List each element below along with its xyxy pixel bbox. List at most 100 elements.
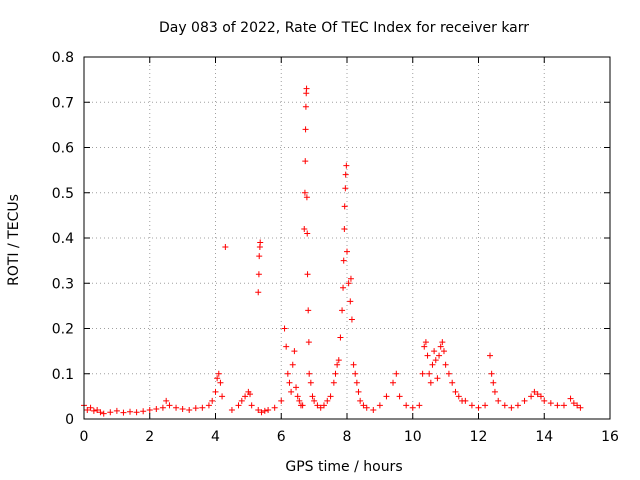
data-point xyxy=(531,388,538,395)
x-tick-label: 0 xyxy=(80,429,89,445)
data-point xyxy=(284,370,291,377)
data-point xyxy=(146,406,153,413)
data-point xyxy=(271,404,278,411)
data-point xyxy=(293,384,300,391)
data-point xyxy=(442,361,449,368)
data-point xyxy=(508,404,515,411)
data-point xyxy=(390,379,397,386)
data-point xyxy=(100,410,107,417)
data-point xyxy=(528,393,535,400)
data-point xyxy=(286,379,293,386)
data-point xyxy=(342,185,349,192)
data-point xyxy=(302,158,309,165)
data-point xyxy=(283,343,290,350)
data-point xyxy=(163,397,170,404)
data-point xyxy=(488,370,495,377)
data-point xyxy=(534,391,541,398)
data-point xyxy=(439,339,446,346)
data-point xyxy=(574,402,581,409)
data-point xyxy=(337,334,344,341)
data-point xyxy=(90,407,97,414)
y-tick-label: 0.7 xyxy=(52,95,74,111)
data-point xyxy=(455,393,462,400)
data-point xyxy=(296,397,303,404)
data-point xyxy=(347,298,354,305)
data-point xyxy=(370,406,377,413)
data-point xyxy=(449,379,456,386)
data-point xyxy=(363,404,370,411)
data-point xyxy=(434,375,441,382)
data-point xyxy=(306,370,313,377)
data-point xyxy=(348,316,355,323)
data-point xyxy=(570,400,577,407)
data-point xyxy=(335,357,342,364)
data-point xyxy=(278,397,285,404)
data-point xyxy=(87,404,94,411)
grid-lines xyxy=(84,57,610,419)
data-point xyxy=(432,357,439,364)
data-point xyxy=(332,370,339,377)
data-point xyxy=(490,379,497,386)
data-point xyxy=(475,404,482,411)
y-tick-label: 0.6 xyxy=(52,141,74,157)
data-point xyxy=(360,402,367,409)
data-points xyxy=(81,85,584,417)
data-point xyxy=(133,409,140,416)
data-point xyxy=(255,406,262,413)
y-tick-label: 0.1 xyxy=(52,367,74,383)
data-point xyxy=(299,402,306,409)
data-point xyxy=(445,370,452,377)
x-tick-label: 2 xyxy=(145,429,154,445)
data-point xyxy=(344,248,350,255)
data-point xyxy=(301,225,308,232)
data-point xyxy=(304,230,311,237)
data-point xyxy=(537,393,544,400)
data-point xyxy=(429,361,436,368)
data-point xyxy=(320,402,327,409)
data-point xyxy=(424,352,431,359)
x-tick-label: 14 xyxy=(535,429,553,445)
data-point xyxy=(436,352,443,359)
data-point xyxy=(339,307,346,314)
data-point xyxy=(212,388,219,395)
data-point xyxy=(521,397,528,404)
chart-title: Day 083 of 2022, Rate Of TEC Index for r… xyxy=(159,20,529,36)
data-point xyxy=(199,404,206,411)
data-point xyxy=(255,271,262,278)
data-point xyxy=(205,402,212,409)
data-point xyxy=(291,348,298,355)
data-point xyxy=(255,289,262,296)
data-point xyxy=(84,406,91,413)
data-point xyxy=(153,406,160,413)
y-axis-title: ROTI / TECUs xyxy=(6,194,22,286)
data-point xyxy=(140,408,147,415)
data-point xyxy=(113,407,120,414)
data-point xyxy=(217,379,224,386)
data-point xyxy=(342,171,349,178)
data-point xyxy=(242,393,249,400)
data-point xyxy=(309,393,316,400)
y-tick-label: 0.8 xyxy=(52,50,74,66)
data-point xyxy=(340,284,347,291)
data-point xyxy=(314,402,321,409)
data-point xyxy=(396,393,403,400)
data-point xyxy=(482,402,489,409)
data-point xyxy=(462,397,469,404)
data-point xyxy=(422,339,429,346)
data-point xyxy=(127,408,134,415)
y-tick-label: 0.3 xyxy=(52,276,74,292)
data-point xyxy=(501,402,508,409)
data-point xyxy=(257,239,264,246)
data-point xyxy=(560,402,567,409)
data-point xyxy=(209,397,216,404)
data-point xyxy=(281,325,288,332)
data-point xyxy=(179,406,186,413)
data-point xyxy=(421,343,428,350)
data-point xyxy=(577,404,584,411)
data-point xyxy=(340,257,347,264)
data-point xyxy=(294,393,301,400)
data-point xyxy=(289,361,296,368)
data-point xyxy=(222,244,229,251)
data-point xyxy=(192,405,199,412)
